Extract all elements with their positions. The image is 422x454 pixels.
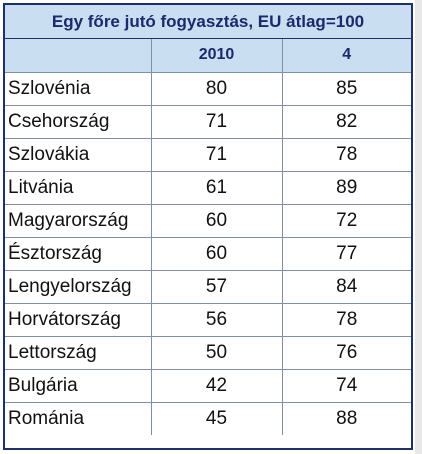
table-row: Lengyelország 57 84 bbox=[5, 269, 411, 304]
spreadsheet-table: Egy főre jutó fogyasztás, EU átlag=100 2… bbox=[3, 3, 413, 450]
value-2010-cell[interactable]: 80 bbox=[150, 71, 283, 106]
country-cell[interactable]: Észtország bbox=[5, 236, 152, 271]
value-4-cell[interactable]: 85 bbox=[281, 71, 411, 106]
country-cell[interactable]: Csehország bbox=[5, 104, 152, 139]
value-2010-cell[interactable]: 61 bbox=[150, 170, 283, 205]
header-cell-4[interactable]: 4 bbox=[281, 39, 411, 73]
table-row: Románia 45 88 bbox=[5, 401, 411, 435]
table-row: Horvátország 56 78 bbox=[5, 302, 411, 337]
value-4-cell[interactable]: 78 bbox=[281, 302, 411, 337]
table-row: Észtország 60 77 bbox=[5, 236, 411, 271]
country-cell[interactable]: Románia bbox=[5, 401, 152, 435]
country-cell[interactable]: Szlovénia bbox=[5, 71, 152, 106]
value-4-cell[interactable]: 74 bbox=[281, 368, 411, 403]
value-2010-cell[interactable]: 60 bbox=[150, 236, 283, 271]
country-cell[interactable]: Horvátország bbox=[5, 302, 152, 337]
table-row: Lettország 50 76 bbox=[5, 335, 411, 370]
country-cell[interactable]: Magyarország bbox=[5, 203, 152, 238]
country-cell[interactable]: Szlovákia bbox=[5, 137, 152, 172]
country-cell[interactable]: Litvánia bbox=[5, 170, 152, 205]
value-2010-cell[interactable]: 42 bbox=[150, 368, 283, 403]
value-4-cell[interactable]: 82 bbox=[281, 104, 411, 139]
value-4-cell[interactable]: 84 bbox=[281, 269, 411, 304]
header-cell-2010[interactable]: 2010 bbox=[150, 39, 283, 73]
header-cell-corner[interactable] bbox=[5, 39, 152, 73]
value-4-cell[interactable]: 78 bbox=[281, 137, 411, 172]
table-row: Csehország 71 82 bbox=[5, 104, 411, 139]
table-row: Szlovénia 80 85 bbox=[5, 71, 411, 106]
value-2010-cell[interactable]: 50 bbox=[150, 335, 283, 370]
value-2010-cell[interactable]: 57 bbox=[150, 269, 283, 304]
value-2010-cell[interactable]: 71 bbox=[150, 104, 283, 139]
country-cell[interactable]: Lettország bbox=[5, 335, 152, 370]
country-cell[interactable]: Bulgária bbox=[5, 368, 152, 403]
adjacent-sheet-area bbox=[415, 0, 422, 454]
value-2010-cell[interactable]: 71 bbox=[150, 137, 283, 172]
table-row: Bulgária 42 74 bbox=[5, 368, 411, 403]
country-cell[interactable]: Lengyelország bbox=[5, 269, 152, 304]
value-2010-cell[interactable]: 45 bbox=[150, 401, 283, 435]
value-4-cell[interactable]: 76 bbox=[281, 335, 411, 370]
table-row: Szlovákia 71 78 bbox=[5, 137, 411, 172]
value-4-cell[interactable]: 88 bbox=[281, 401, 411, 435]
table-row: Litvánia 61 89 bbox=[5, 170, 411, 205]
value-4-cell[interactable]: 89 bbox=[281, 170, 411, 205]
table-title: Egy főre jutó fogyasztás, EU átlag=100 bbox=[5, 5, 411, 39]
value-4-cell[interactable]: 72 bbox=[281, 203, 411, 238]
value-2010-cell[interactable]: 60 bbox=[150, 203, 283, 238]
table-row: Magyarország 60 72 bbox=[5, 203, 411, 238]
header-row: 2010 4 bbox=[5, 39, 411, 73]
data-table: 2010 4 Szlovénia 80 85 Csehország 71 82 Szlová… bbox=[5, 39, 411, 435]
value-4-cell[interactable]: 77 bbox=[281, 236, 411, 271]
value-2010-cell[interactable]: 56 bbox=[150, 302, 283, 337]
